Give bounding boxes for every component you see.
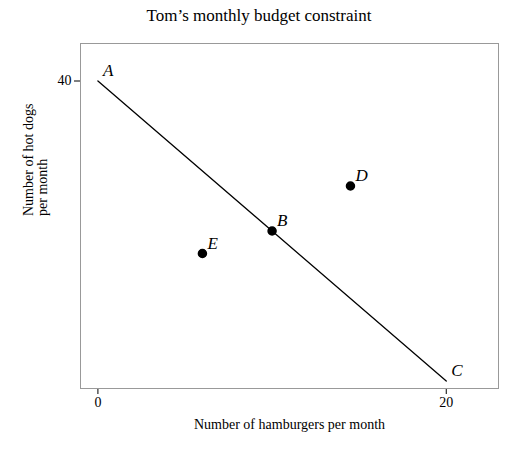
svg-text:Number of hot dogsper month: Number of hot dogsper month <box>21 104 50 216</box>
svg-text:C: C <box>451 361 463 380</box>
svg-text:A: A <box>102 61 114 80</box>
svg-text:E: E <box>206 234 218 253</box>
html-text:Tom’s monthly budget constrain: Tom’s monthly budget constraint <box>146 6 372 25</box>
svg-text:Number of hamburgers per month: Number of hamburgers per month <box>194 417 385 432</box>
svg-text:D: D <box>354 166 368 185</box>
svg-text:B: B <box>277 211 288 230</box>
svg-text:20: 20 <box>439 395 453 410</box>
svg-text:0: 0 <box>94 395 101 410</box>
svg-text:40: 40 <box>58 73 72 88</box>
